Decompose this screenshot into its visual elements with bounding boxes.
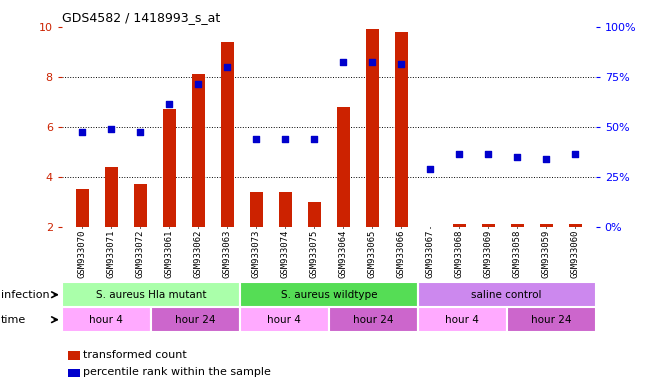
- Bar: [511, 224, 524, 227]
- Point: [106, 126, 117, 132]
- Text: time: time: [1, 314, 26, 325]
- Text: GSM933070: GSM933070: [77, 230, 87, 278]
- Point: [425, 166, 436, 172]
- Bar: [569, 224, 582, 227]
- Text: saline control: saline control: [471, 290, 542, 300]
- Point: [77, 129, 87, 135]
- Text: percentile rank within the sample: percentile rank within the sample: [83, 367, 271, 377]
- Text: GSM933064: GSM933064: [339, 230, 348, 278]
- Text: hour 24: hour 24: [353, 314, 393, 325]
- Bar: [221, 42, 234, 227]
- Text: GSM933074: GSM933074: [281, 230, 290, 278]
- Bar: [540, 224, 553, 227]
- Bar: [62, 307, 151, 332]
- Point: [193, 81, 203, 88]
- Bar: [337, 107, 350, 227]
- Text: infection: infection: [1, 290, 49, 300]
- Bar: [250, 192, 263, 227]
- Bar: [366, 30, 379, 227]
- Bar: [308, 202, 321, 227]
- Point: [164, 101, 174, 107]
- Point: [280, 136, 290, 142]
- Text: GSM933062: GSM933062: [194, 230, 202, 278]
- Bar: [418, 282, 596, 307]
- Bar: [76, 189, 89, 227]
- Text: GDS4582 / 1418993_s_at: GDS4582 / 1418993_s_at: [62, 11, 220, 24]
- Bar: [151, 307, 240, 332]
- Text: S. aureus Hla mutant: S. aureus Hla mutant: [96, 290, 206, 300]
- Text: hour 4: hour 4: [89, 314, 123, 325]
- Bar: [279, 192, 292, 227]
- Text: GSM933067: GSM933067: [426, 230, 435, 278]
- Point: [570, 151, 581, 157]
- Bar: [395, 32, 408, 227]
- Bar: [329, 307, 418, 332]
- Text: GSM933066: GSM933066: [397, 230, 406, 278]
- Point: [367, 59, 378, 65]
- Text: GSM933072: GSM933072: [135, 230, 145, 278]
- Point: [541, 156, 551, 162]
- Point: [338, 59, 348, 65]
- Point: [396, 61, 406, 68]
- Text: GSM933065: GSM933065: [368, 230, 377, 278]
- Bar: [105, 167, 118, 227]
- Point: [512, 154, 523, 160]
- Text: GSM933059: GSM933059: [542, 230, 551, 278]
- Point: [309, 136, 320, 142]
- Point: [483, 151, 493, 157]
- Text: hour 24: hour 24: [175, 314, 215, 325]
- Text: GSM933075: GSM933075: [310, 230, 319, 278]
- Text: S. aureus wildtype: S. aureus wildtype: [281, 290, 377, 300]
- Text: GSM933073: GSM933073: [252, 230, 260, 278]
- Point: [135, 129, 145, 135]
- Text: GSM933060: GSM933060: [571, 230, 580, 278]
- Bar: [482, 224, 495, 227]
- Text: hour 24: hour 24: [531, 314, 572, 325]
- Bar: [240, 307, 329, 332]
- Bar: [240, 282, 418, 307]
- Text: hour 4: hour 4: [445, 314, 479, 325]
- Bar: [62, 282, 240, 307]
- Point: [222, 64, 232, 70]
- Text: GSM933071: GSM933071: [107, 230, 116, 278]
- Bar: [418, 307, 506, 332]
- Text: hour 4: hour 4: [268, 314, 301, 325]
- Point: [454, 151, 465, 157]
- Point: [251, 136, 262, 142]
- Text: GSM933061: GSM933061: [165, 230, 174, 278]
- Text: GSM933058: GSM933058: [513, 230, 522, 278]
- Text: GSM933068: GSM933068: [455, 230, 464, 278]
- Bar: [163, 109, 176, 227]
- Bar: [506, 307, 596, 332]
- Text: GSM933063: GSM933063: [223, 230, 232, 278]
- Bar: [133, 184, 146, 227]
- Bar: [453, 224, 466, 227]
- Text: GSM933069: GSM933069: [484, 230, 493, 278]
- Bar: [191, 74, 204, 227]
- Text: transformed count: transformed count: [83, 350, 186, 360]
